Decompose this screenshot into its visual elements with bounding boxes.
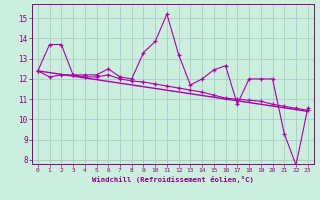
X-axis label: Windchill (Refroidissement éolien,°C): Windchill (Refroidissement éolien,°C) <box>92 176 254 183</box>
